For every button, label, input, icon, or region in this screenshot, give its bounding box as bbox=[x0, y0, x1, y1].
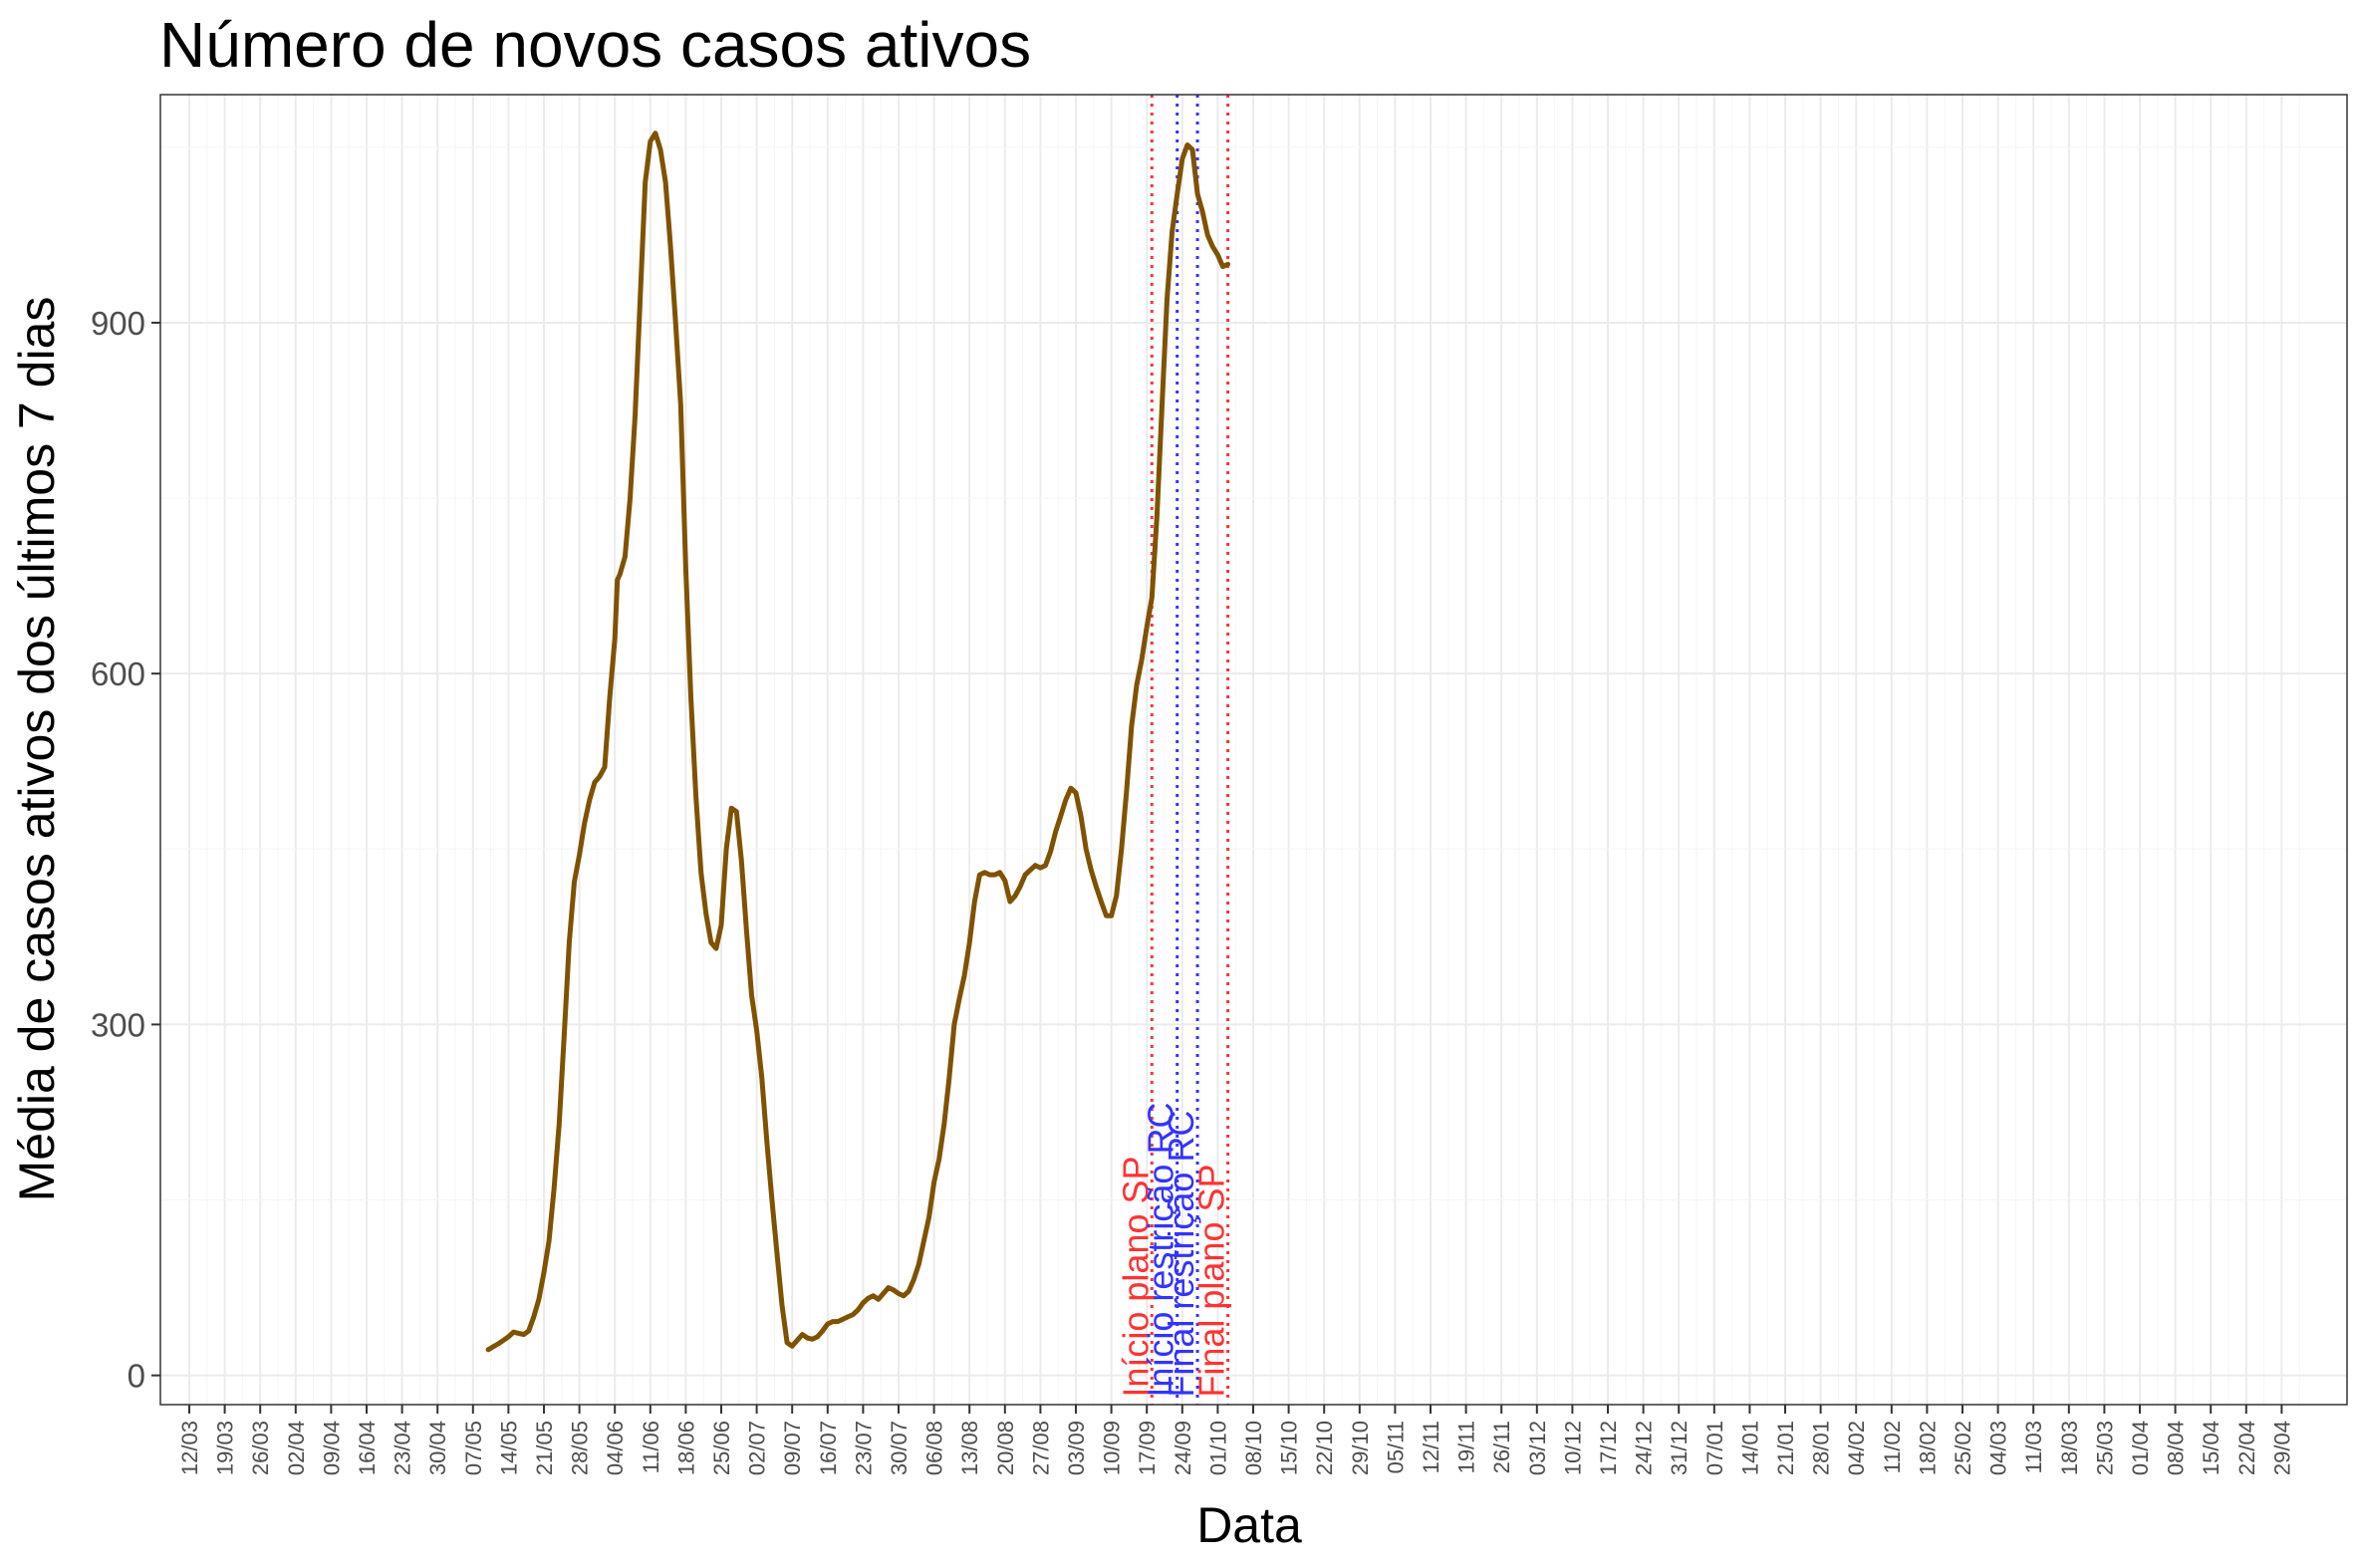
x-tick-label: 10/12 bbox=[1560, 1421, 1585, 1475]
x-tick-label: 27/08 bbox=[1028, 1421, 1053, 1475]
x-tick-label: 12/03 bbox=[177, 1421, 202, 1475]
x-tick-label: 01/10 bbox=[1205, 1421, 1230, 1475]
x-tick-label: 22/10 bbox=[1312, 1421, 1337, 1475]
x-tick-label: 26/11 bbox=[1489, 1421, 1514, 1473]
x-tick-label: 05/11 bbox=[1383, 1421, 1408, 1473]
x-tick-label: 30/07 bbox=[887, 1421, 912, 1475]
x-tick-label: 18/02 bbox=[1915, 1421, 1940, 1475]
x-tick-label: 19/11 bbox=[1454, 1421, 1479, 1473]
x-tick-label: 22/04 bbox=[2234, 1421, 2259, 1475]
event-label: Início restrição RC bbox=[1141, 1103, 1181, 1398]
x-tick-label: 16/04 bbox=[355, 1421, 380, 1475]
x-tick-label: 23/04 bbox=[391, 1421, 415, 1475]
x-tick-label: 24/12 bbox=[1632, 1421, 1657, 1475]
x-tick-label: 11/03 bbox=[2021, 1421, 2046, 1473]
x-tick-label: 11/06 bbox=[639, 1421, 663, 1473]
x-tick-label: 08/04 bbox=[2164, 1421, 2189, 1475]
x-tick-label: 03/12 bbox=[1525, 1421, 1550, 1475]
x-tick-label: 14/05 bbox=[496, 1421, 521, 1475]
x-tick-label: 29/10 bbox=[1348, 1421, 1373, 1475]
x-tick-label: 17/12 bbox=[1596, 1421, 1621, 1475]
x-tick-label: 01/04 bbox=[2128, 1421, 2153, 1475]
x-tick-label: 19/03 bbox=[213, 1421, 238, 1475]
x-tick-label: 16/07 bbox=[816, 1421, 841, 1475]
x-tick-label: 25/02 bbox=[1951, 1421, 1975, 1475]
x-tick-label: 07/05 bbox=[461, 1421, 486, 1475]
x-tick-label: 30/04 bbox=[425, 1421, 450, 1475]
x-tick-label: 06/08 bbox=[922, 1421, 947, 1475]
x-tick-label: 25/06 bbox=[709, 1421, 734, 1475]
x-tick-label: 10/09 bbox=[1100, 1421, 1125, 1475]
x-tick-label: 25/03 bbox=[2092, 1421, 2117, 1475]
x-tick-label: 11/02 bbox=[1880, 1421, 1905, 1473]
x-tick-label: 18/03 bbox=[2057, 1421, 2082, 1475]
y-tick-label: 0 bbox=[128, 1358, 145, 1395]
x-tick-label: 04/06 bbox=[603, 1421, 628, 1475]
x-tick-label: 09/04 bbox=[319, 1421, 344, 1475]
x-tick-label: 20/08 bbox=[993, 1421, 1018, 1475]
y-tick-label: 600 bbox=[91, 655, 145, 692]
x-tick-label: 02/07 bbox=[745, 1421, 770, 1475]
x-tick-label: 18/06 bbox=[673, 1421, 698, 1475]
y-tick-label: 900 bbox=[91, 305, 145, 342]
x-tick-label: 13/08 bbox=[957, 1421, 982, 1475]
x-tick-label: 07/01 bbox=[1702, 1421, 1727, 1475]
x-tick-label: 24/09 bbox=[1171, 1421, 1195, 1475]
x-tick-label: 21/05 bbox=[532, 1421, 557, 1475]
chart-title: Número de novos casos ativos bbox=[159, 9, 1032, 81]
x-tick-label: 31/12 bbox=[1667, 1421, 1692, 1475]
x-tick-label: 23/07 bbox=[851, 1421, 876, 1475]
x-tick-label: 14/01 bbox=[1737, 1421, 1762, 1475]
series-line bbox=[485, 131, 1231, 1353]
x-tick-label: 17/09 bbox=[1135, 1421, 1160, 1475]
x-axis: 12/03 19/03 26/03 02/04 09/04 16/04 23/04 30/04… bbox=[177, 1405, 2294, 1475]
x-tick-label: 04/02 bbox=[1844, 1421, 1869, 1475]
event-label: Final restrição RC bbox=[1161, 1111, 1201, 1398]
x-tick-label: 26/03 bbox=[248, 1421, 273, 1475]
x-tick-label: 09/07 bbox=[780, 1421, 805, 1475]
event-label: Início plano SP bbox=[1115, 1156, 1156, 1397]
x-tick-label: 03/09 bbox=[1064, 1421, 1089, 1475]
x-tick-label: 04/03 bbox=[1986, 1421, 2011, 1475]
event-label: Final plano SP bbox=[1191, 1165, 1232, 1398]
x-tick-label: 12/11 bbox=[1419, 1421, 1443, 1473]
y-axis-title: Média de casos ativos dos últimos 7 dias bbox=[9, 297, 65, 1202]
series-lines bbox=[485, 131, 1231, 1353]
x-tick-label: 02/04 bbox=[284, 1421, 309, 1475]
y-axis: 0 300 600 900 bbox=[91, 305, 160, 1395]
x-tick-label: 29/04 bbox=[2269, 1421, 2294, 1475]
x-tick-label: 15/04 bbox=[2199, 1421, 2223, 1475]
x-tick-label: 08/10 bbox=[1241, 1421, 1266, 1475]
y-tick-label: 300 bbox=[91, 1006, 145, 1043]
x-tick-label: 28/01 bbox=[1809, 1421, 1834, 1475]
x-tick-label: 21/01 bbox=[1773, 1421, 1798, 1475]
x-axis-title: Data bbox=[1196, 1497, 1302, 1553]
x-tick-label: 28/05 bbox=[568, 1421, 593, 1475]
x-tick-label: 15/10 bbox=[1277, 1421, 1302, 1475]
grid-lines bbox=[160, 95, 2347, 1405]
